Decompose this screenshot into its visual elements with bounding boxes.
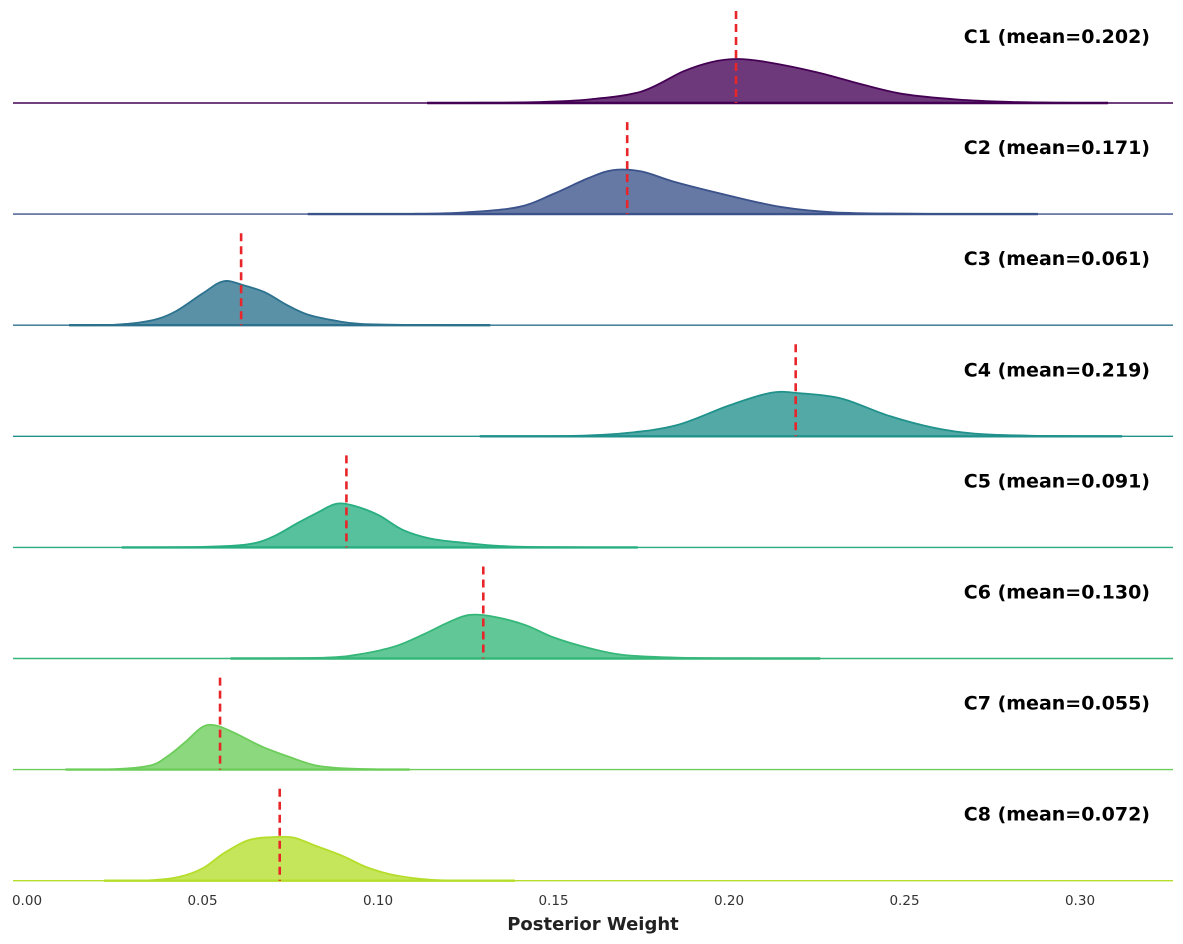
ridge-c6: C6 (mean=0.130): [13, 566, 1173, 660]
x-axis: 0.00 0.05 0.10 0.15 0.20 0.25 0.30: [12, 893, 1095, 909]
density-area: [427, 58, 1109, 103]
x-tick-label: 0.15: [538, 893, 568, 909]
ridge-label: C5 (mean=0.091): [964, 470, 1150, 492]
density-area: [65, 724, 410, 770]
density-area: [104, 836, 515, 881]
density-line: [65, 723, 410, 771]
ridge-label: C3 (mean=0.061): [964, 248, 1150, 270]
ridge-c5: C5 (mean=0.091): [13, 455, 1173, 549]
density-area: [307, 169, 1038, 215]
density-area: [69, 280, 491, 326]
ridge-label: C4 (mean=0.219): [964, 359, 1150, 381]
density-line: [69, 280, 491, 327]
density-line: [121, 502, 638, 549]
x-tick-label: 0.25: [889, 893, 919, 909]
ridge-label: C7 (mean=0.055): [964, 693, 1150, 715]
density-area: [230, 614, 821, 659]
x-tick-label: 0.20: [714, 893, 744, 909]
ridge-label: C1 (mean=0.202): [964, 26, 1150, 48]
ridge-label: C2 (mean=0.171): [964, 137, 1150, 159]
ridges-group: C1 (mean=0.202) C2 (mean=0.171) C3 (mean=0…: [13, 11, 1173, 882]
ridge-label: C8 (mean=0.072): [964, 804, 1150, 826]
x-tick-label: 0.05: [187, 893, 217, 909]
ridge-c3: C3 (mean=0.061): [13, 233, 1173, 327]
ridge-c8: C8 (mean=0.072): [13, 788, 1173, 882]
density-line: [427, 58, 1109, 104]
x-axis-title: Posterior Weight: [507, 914, 679, 935]
ridge-c7: C7 (mean=0.055): [13, 677, 1173, 771]
ridge-c4: C4 (mean=0.219): [13, 344, 1173, 438]
density-area: [479, 391, 1123, 437]
density-area: [121, 503, 638, 548]
density-line: [104, 835, 515, 882]
x-tick-label: 0.30: [1065, 893, 1095, 909]
ridge-c2: C2 (mean=0.171): [13, 122, 1173, 216]
x-tick-label: 0.00: [12, 893, 42, 909]
ridge-label: C6 (mean=0.130): [964, 582, 1150, 604]
ridge-c1: C1 (mean=0.202): [13, 11, 1173, 105]
x-tick-label: 0.10: [363, 893, 393, 909]
